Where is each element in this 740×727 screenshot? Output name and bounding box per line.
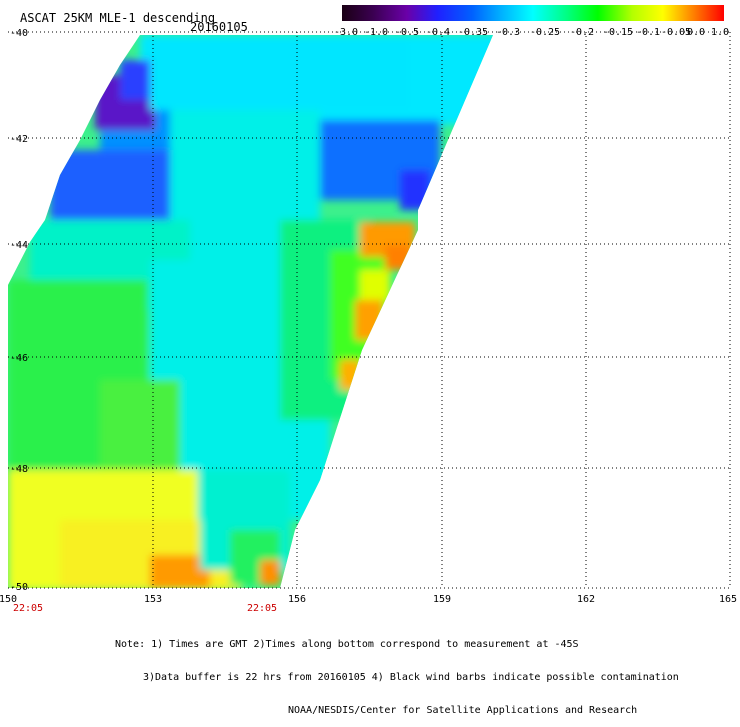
lon-label: 156 (288, 594, 306, 605)
lat-label: -48 (10, 464, 28, 475)
colorbar-label: -3.0 (333, 27, 359, 38)
lon-label: 150 (0, 594, 17, 605)
footnotes: Note: 1) Times are GMT 2)Times along bot… (115, 617, 735, 727)
grid-lines (8, 31, 731, 589)
time-label: 22:05 (13, 603, 43, 614)
lon-label: 165 (719, 594, 737, 605)
lat-label: -46 (10, 353, 28, 364)
note-line-1: Note: 1) Times are GMT 2)Times along bot… (115, 639, 579, 650)
latitude-labels: -40 -42 -44 -46 -48 -50 (10, 28, 28, 593)
map-title: ASCAT 25KM MLE-1 descending (20, 11, 216, 25)
colorbar (342, 5, 724, 21)
note-line-3: NOAA/NESDIS/Center for Satellite Applica… (288, 705, 638, 716)
colorbar-label: -0.4 (425, 27, 451, 38)
time-label: 22:05 (247, 603, 277, 614)
lat-label: -44 (10, 240, 28, 251)
lat-label: -40 (10, 28, 28, 39)
swath-data (8, 35, 493, 588)
map-date: 20160105 (190, 20, 248, 34)
lat-label: -50 (10, 582, 28, 593)
colorbar-label: -0.2 (569, 27, 595, 38)
lon-label: 153 (144, 594, 162, 605)
colorbar-label: -0.5 (394, 27, 420, 38)
longitude-labels: 150 153 156 159 162 165 (0, 594, 737, 605)
lat-label: -42 (10, 134, 28, 145)
note-line-2: 3)Data buffer is 22 hrs from 20160105 4)… (143, 672, 679, 683)
lon-label: 159 (433, 594, 451, 605)
colorbar-label: -0.15 (602, 27, 634, 38)
colorbar-gradient (342, 5, 724, 21)
lon-label: 162 (577, 594, 595, 605)
map-plot: -40 -42 -44 -46 -48 -50 150 153 156 159 … (0, 28, 737, 614)
